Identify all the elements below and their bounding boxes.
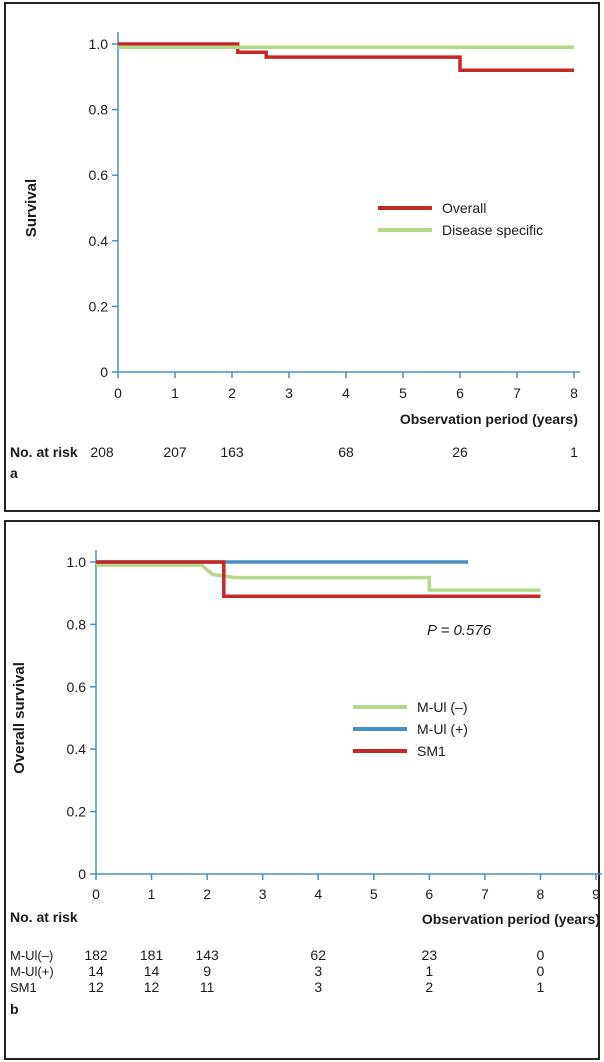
p-value-annotation: P = 0.576 — [427, 622, 492, 639]
x-tick-label: 4 — [314, 886, 322, 902]
y-tick-label: 0.8 — [67, 616, 87, 632]
risk-row-name: M-Ul(+) — [10, 964, 54, 979]
risk-value: 11 — [200, 979, 215, 995]
risk-value: 68 — [338, 444, 354, 460]
y-tick-label: 1.0 — [89, 36, 109, 52]
risk-table-header: No. at risk — [10, 444, 78, 460]
risk-value: 207 — [163, 444, 187, 460]
risk-value: 0 — [537, 963, 545, 979]
x-tick-label: 7 — [513, 385, 521, 401]
x-tick-label: 5 — [370, 886, 378, 902]
y-tick-label: 0.6 — [89, 167, 109, 183]
legend-label: Disease specific — [442, 222, 543, 238]
risk-value: 163 — [220, 444, 244, 460]
x-tick-label: 6 — [456, 385, 464, 401]
risk-value: 143 — [195, 947, 219, 963]
legend-label: SM1 — [417, 743, 446, 759]
survival-curve-1 — [96, 563, 541, 592]
x-axis-label: Observation period (years) — [422, 911, 600, 927]
x-tick-label: 0 — [92, 886, 100, 902]
risk-value: 26 — [452, 444, 468, 460]
risk-value: 0 — [537, 947, 545, 963]
y-tick-label: 0.2 — [89, 298, 109, 314]
y-tick-label: 0.6 — [67, 679, 87, 695]
risk-value: 62 — [310, 947, 326, 963]
x-tick-label: 8 — [537, 886, 545, 902]
risk-value: 3 — [314, 963, 322, 979]
x-axis-label: Observation period (years) — [400, 411, 578, 427]
chart-a-svg: 0 0.2 0.4 0.6 0.8 1.0 0 1 2 3 4 5 6 7 8 Survival Observa… — [10, 32, 580, 481]
risk-value: 181 — [140, 947, 164, 963]
x-tick-label: 4 — [342, 385, 350, 401]
risk-value: 182 — [84, 947, 108, 963]
x-tick-label: 0 — [114, 385, 122, 401]
x-tick-label: 3 — [285, 385, 293, 401]
panel-letter: b — [10, 1001, 19, 1017]
x-tick-label: 1 — [171, 385, 179, 401]
legend-label: Overall — [442, 200, 486, 216]
risk-value: 208 — [90, 444, 114, 460]
risk-value: 23 — [422, 947, 438, 963]
risk-value: 1 — [537, 979, 545, 995]
y-tick-label: 0 — [100, 364, 108, 380]
risk-value: 2 — [425, 979, 433, 995]
y-tick-label: 1.0 — [67, 554, 87, 570]
legend-label: M-Ul (–) — [417, 699, 468, 715]
x-tick-label: 6 — [425, 886, 433, 902]
x-tick-label: 7 — [481, 886, 489, 902]
risk-value: 1 — [425, 963, 433, 979]
risk-row-name: SM1 — [10, 980, 37, 995]
risk-row-name: M-Ul(–) — [10, 948, 53, 963]
chart-panel-b: 0 0.2 0.4 0.6 0.8 1.0 0 1 2 3 4 5 6 7 8 9 Overall surviv… — [4, 520, 602, 1060]
x-tick-label: 3 — [259, 886, 267, 902]
x-tick-label: 8 — [570, 385, 578, 401]
risk-value: 9 — [203, 963, 211, 979]
risk-value: 12 — [144, 979, 160, 995]
x-tick-label: 9 — [592, 886, 600, 902]
risk-value: 14 — [144, 963, 160, 979]
x-tick-label: 1 — [148, 886, 156, 902]
survival-curve-3 — [96, 560, 541, 599]
risk-value: 1 — [570, 444, 578, 460]
risk-value: 12 — [88, 979, 104, 995]
x-tick-label: 2 — [228, 385, 236, 401]
survival-curve-1 — [118, 42, 574, 72]
y-tick-label: 0.4 — [67, 741, 87, 757]
chart-panel-a: 0 0.2 0.4 0.6 0.8 1.0 0 1 2 3 4 5 6 7 8 Survival Observa… — [4, 2, 600, 512]
y-tick-label: 0 — [78, 866, 86, 882]
x-tick-label: 2 — [203, 886, 211, 902]
y-tick-label: 0.8 — [89, 102, 109, 118]
y-tick-label: 0.4 — [89, 233, 109, 249]
y-axis-label: Survival — [23, 179, 40, 237]
risk-value: 14 — [88, 963, 104, 979]
y-axis-label: Overall survival — [11, 662, 28, 774]
legend-label: M-Ul (+) — [417, 721, 468, 737]
panel-letter: a — [10, 465, 18, 481]
x-tick-label: 5 — [399, 385, 407, 401]
y-tick-label: 0.2 — [67, 804, 87, 820]
risk-table-header: No. at risk — [10, 909, 78, 925]
risk-value: 3 — [314, 979, 322, 995]
